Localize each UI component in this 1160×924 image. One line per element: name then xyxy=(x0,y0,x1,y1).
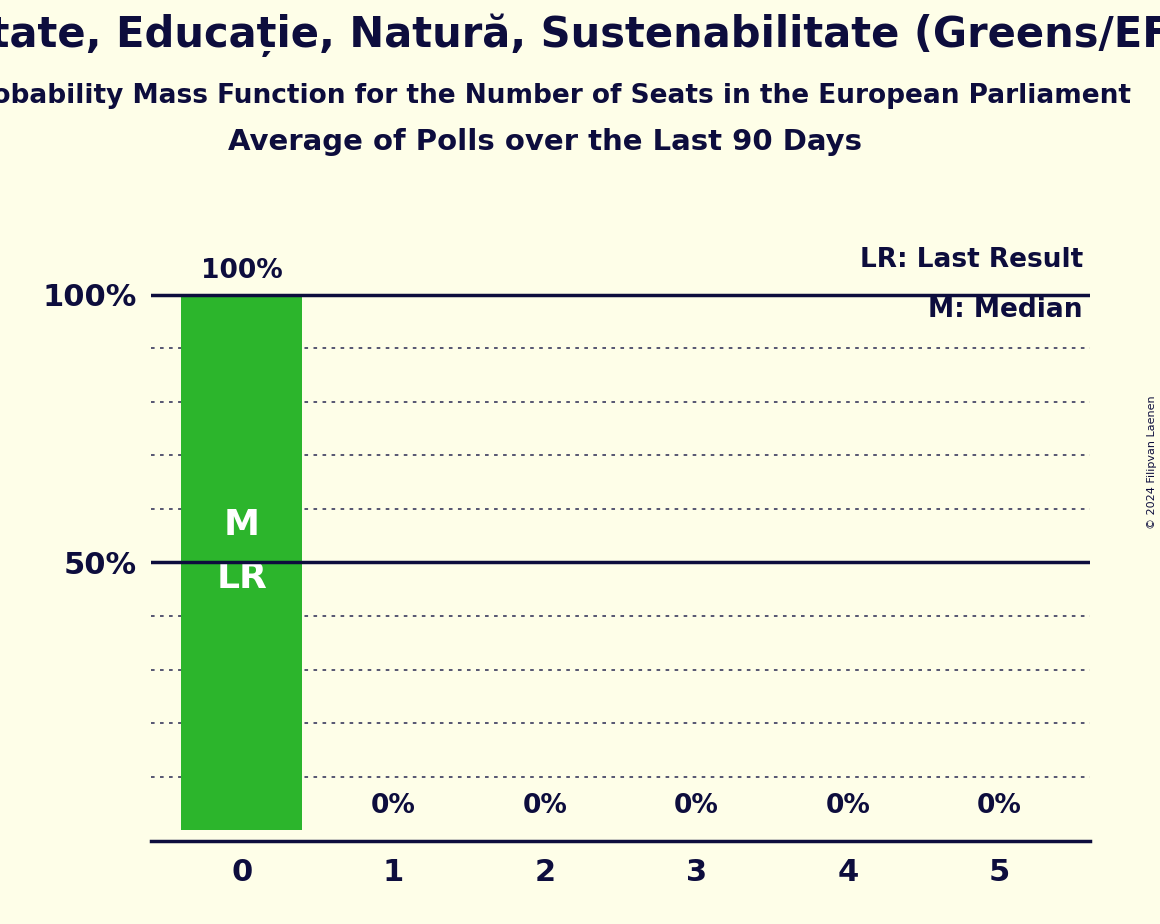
Text: Probability Mass Function for the Number of Seats in the European Parliament: Probability Mass Function for the Number… xyxy=(0,83,1131,109)
Text: Sănătate, Educație, Natură, Sustenabilitate (Greens/EFA): Sănătate, Educație, Natură, Sustenabilit… xyxy=(0,14,1160,57)
Text: M: Median: M: Median xyxy=(928,298,1082,323)
Text: LR: Last Result: LR: Last Result xyxy=(860,248,1082,274)
Bar xyxy=(181,295,303,830)
Text: 0%: 0% xyxy=(371,794,415,820)
Text: 0%: 0% xyxy=(522,794,567,820)
Text: LR: LR xyxy=(216,562,267,595)
Text: M: M xyxy=(224,508,260,542)
Text: 100%: 100% xyxy=(201,258,283,284)
Text: 0%: 0% xyxy=(826,794,870,820)
Text: Average of Polls over the Last 90 Days: Average of Polls over the Last 90 Days xyxy=(229,128,862,155)
Text: © 2024 Filipvan Laenen: © 2024 Filipvan Laenen xyxy=(1146,395,1157,529)
Text: 0%: 0% xyxy=(977,794,1022,820)
Text: 0%: 0% xyxy=(674,794,719,820)
